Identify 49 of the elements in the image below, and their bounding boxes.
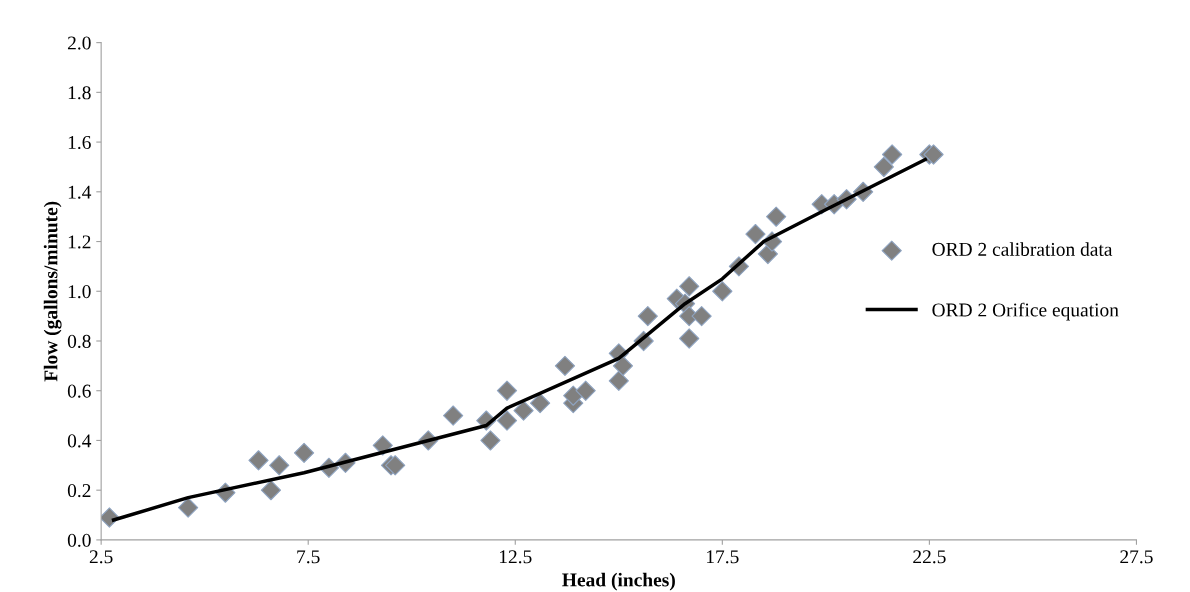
- y-tick-label: 0.6: [67, 384, 91, 398]
- x-tick-label: 12.5: [499, 550, 532, 564]
- y-tick-label: 0.8: [67, 334, 91, 349]
- legend-label: ORD 2 Orifice equation: [932, 302, 1119, 321]
- point: [496, 410, 518, 431]
- y-tick-label: 1.0: [68, 285, 91, 299]
- point: [177, 497, 199, 518]
- y-tick-label: 0.4: [67, 434, 92, 448]
- x-tick-label: 17.5: [707, 550, 739, 564]
- point: [712, 281, 733, 302]
- legend-label: ORD 2 calibration data: [932, 242, 1113, 256]
- point: [873, 156, 894, 178]
- y-axis-title: Flow (gallons/minute): [43, 201, 62, 382]
- y-tick-label: 0.2: [67, 483, 91, 498]
- point: [679, 276, 700, 297]
- point: [612, 355, 634, 376]
- point: [529, 393, 551, 414]
- point: [608, 370, 629, 391]
- point: [443, 405, 464, 426]
- point: [513, 400, 534, 421]
- point: [691, 306, 712, 327]
- point: [385, 455, 406, 476]
- point: [679, 328, 700, 349]
- x-tick-label: 27.5: [1120, 550, 1153, 564]
- x-tick-label: 7.5: [297, 550, 320, 564]
- point: [480, 430, 501, 451]
- y-tick-label: 1.4: [68, 185, 92, 199]
- point: [881, 144, 903, 165]
- point: [745, 223, 766, 245]
- x-axis-title: Head (inches): [562, 572, 675, 591]
- point: [554, 355, 576, 376]
- point: [575, 380, 596, 401]
- x-tick-label: 2.5: [89, 550, 113, 564]
- point: [637, 306, 658, 327]
- point: [563, 385, 584, 406]
- point: [260, 480, 282, 501]
- point: [248, 450, 269, 471]
- point: [372, 435, 393, 456]
- point: [496, 380, 518, 401]
- point: [269, 455, 290, 476]
- y-tick-label: 1.8: [68, 86, 91, 100]
- point: [293, 442, 315, 464]
- y-tick-label: 1.2: [68, 235, 91, 249]
- y-tick-label: 2.0: [67, 36, 91, 50]
- point: [757, 243, 779, 265]
- y-tick-label: 0.0: [67, 533, 91, 547]
- x-tick-label: 22.5: [913, 550, 946, 564]
- y-tick-label: 1.6: [68, 135, 91, 150]
- point: [766, 206, 787, 227]
